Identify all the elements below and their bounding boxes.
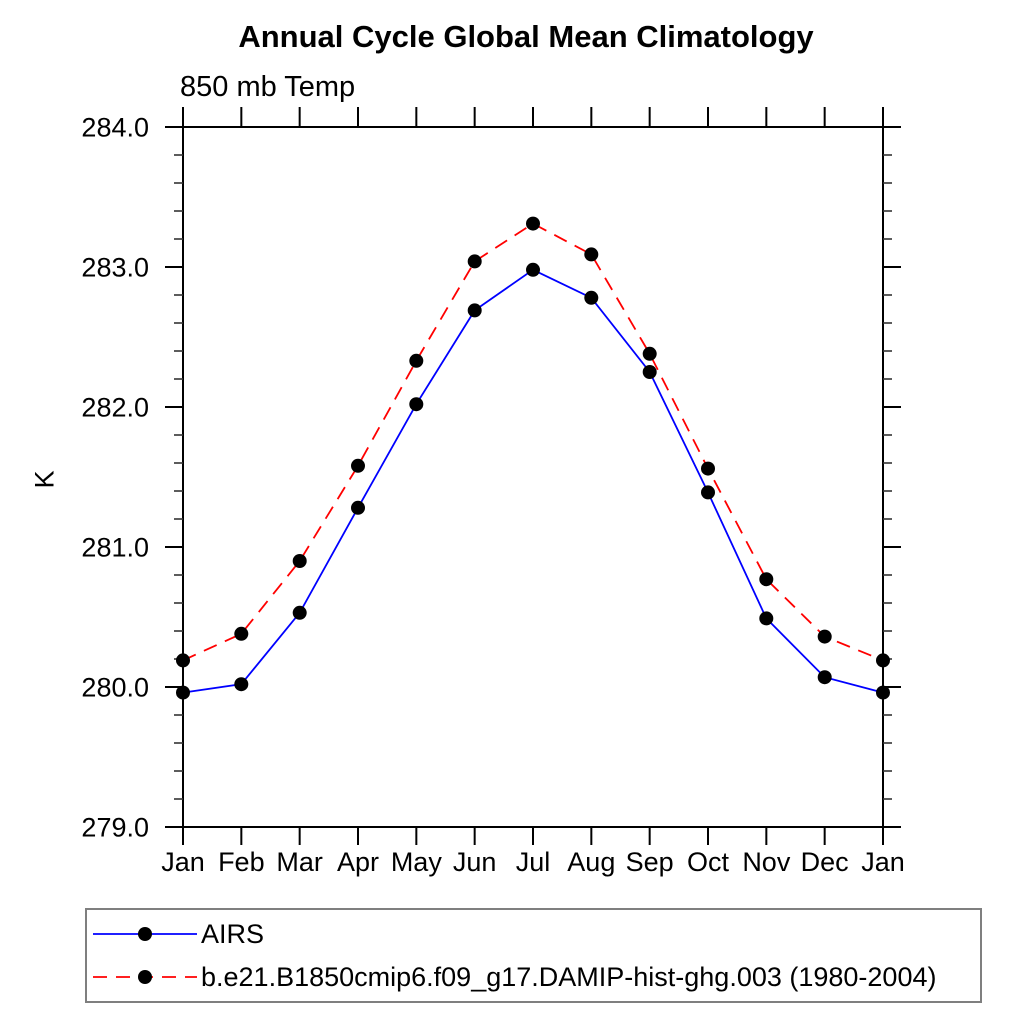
y-axis-tick-label: 282.0 xyxy=(81,393,149,423)
y-axis-tick-label: 283.0 xyxy=(81,253,149,283)
series-marker xyxy=(409,353,424,368)
x-axis-tick-label: Feb xyxy=(218,847,265,877)
series-marker xyxy=(234,677,249,692)
x-axis-tick-label: Jan xyxy=(161,847,205,877)
series-marker xyxy=(409,397,424,412)
legend-marker xyxy=(138,970,152,984)
series-marker xyxy=(584,290,599,305)
series-marker xyxy=(351,500,365,515)
x-axis-tick-label: Jun xyxy=(453,847,497,877)
series-marker xyxy=(701,461,715,476)
legend-marker xyxy=(138,927,152,941)
series-marker xyxy=(467,303,482,318)
legend-label-airs: AIRS xyxy=(201,918,265,949)
series-line-airs xyxy=(182,268,884,694)
plot-frame xyxy=(182,126,884,828)
series-marker xyxy=(292,554,307,568)
legend-label-model: b.e21.B1850cmip6.f09_g17.DAMIP-hist-ghg.… xyxy=(201,961,937,992)
x-axis-tick-label: Jan xyxy=(861,847,905,877)
series-marker xyxy=(584,247,599,262)
x-axis-tick-label: Nov xyxy=(742,847,791,877)
series-marker xyxy=(876,653,890,668)
series-marker xyxy=(176,653,190,668)
y-axis-tick-label: 280.0 xyxy=(81,673,149,703)
legend-swatch-model xyxy=(93,970,197,984)
series-marker xyxy=(526,216,540,231)
series-marker xyxy=(759,572,774,587)
x-axis-tick-label: Apr xyxy=(337,847,379,877)
x-axis-tick-label: Oct xyxy=(687,847,730,877)
series-marker xyxy=(526,262,540,277)
series-line-model xyxy=(182,222,884,662)
legend-row-airs: AIRS xyxy=(87,914,980,955)
x-axis-tick-label: Sep xyxy=(626,847,674,877)
series-marker xyxy=(759,611,774,626)
x-axis-tick-label: Dec xyxy=(801,847,849,877)
y-axis-tick-label: 279.0 xyxy=(81,813,149,843)
x-axis-tick-label: Mar xyxy=(276,847,323,877)
x-axis-tick-label: Aug xyxy=(567,847,615,877)
series-marker xyxy=(292,605,307,620)
series-marker xyxy=(876,685,890,700)
series-marker xyxy=(817,670,832,685)
y-axis-tick-label: 284.0 xyxy=(81,113,149,143)
chart-title: Annual Cycle Global Mean Climatology xyxy=(238,19,814,54)
y-axis-tick-label: 281.0 xyxy=(81,533,149,563)
x-axis-tick-label: May xyxy=(391,847,443,877)
legend-box: AIRS b.e21.B1850cmip6.f09_g17.DAMIP-hist… xyxy=(85,908,982,1003)
series-marker xyxy=(351,458,365,473)
series-marker xyxy=(817,629,832,644)
x-axis-tick-label: Jul xyxy=(516,847,551,877)
legend-row-model: b.e21.B1850cmip6.f09_g17.DAMIP-hist-ghg.… xyxy=(87,957,980,998)
series-marker xyxy=(642,346,657,361)
series-marker xyxy=(176,685,190,700)
chart-subtitle: 850 mb Temp xyxy=(180,71,356,103)
series-marker xyxy=(467,254,482,269)
series-marker xyxy=(642,365,657,379)
legend-swatch-airs xyxy=(93,927,197,941)
series-marker xyxy=(234,626,249,641)
series-marker xyxy=(701,485,715,500)
